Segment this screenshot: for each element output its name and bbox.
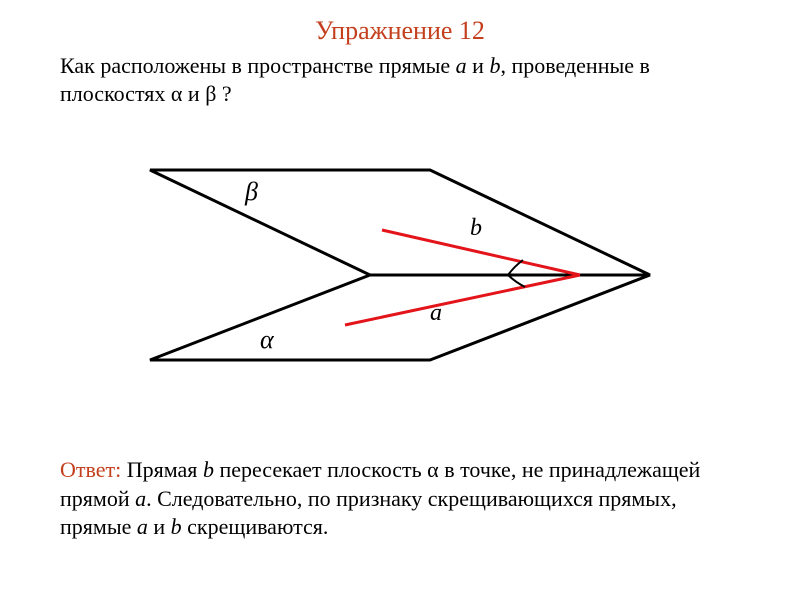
ans-and: и: [148, 514, 171, 539]
ans-a1: a: [135, 486, 146, 511]
angle-arc-a: [508, 275, 525, 287]
ans-b1: b: [203, 457, 214, 482]
plane-alpha-outline: [150, 275, 650, 360]
ans-p4: скрещиваются.: [182, 514, 329, 539]
q-b: b: [489, 53, 500, 78]
q-a: a: [456, 53, 467, 78]
planes-diagram: α β a b: [130, 140, 670, 380]
label-a: a: [430, 300, 442, 326]
title-text: Упражнение 12: [315, 16, 485, 45]
answer-text: Ответ: Прямая b пересекает плоскость α в…: [60, 456, 740, 542]
plane-beta-outline: [150, 170, 650, 275]
line-a: [345, 275, 580, 325]
label-beta: β: [244, 177, 258, 206]
question-text: Как расположены в пространстве прямые a …: [60, 52, 740, 107]
ans-b2: b: [171, 514, 182, 539]
ans-p1: Прямая: [121, 457, 203, 482]
answer-label: Ответ:: [60, 457, 121, 482]
label-b: b: [470, 215, 482, 241]
q-part1: Как расположены в пространстве прямые: [60, 53, 456, 78]
angle-arc-b: [508, 260, 523, 275]
slide: Упражнение 12 Как расположены в простран…: [0, 0, 800, 600]
exercise-title: Упражнение 12: [0, 16, 800, 46]
label-alpha: α: [260, 325, 275, 354]
ans-a2: a: [137, 514, 148, 539]
q-and: и: [467, 53, 490, 78]
